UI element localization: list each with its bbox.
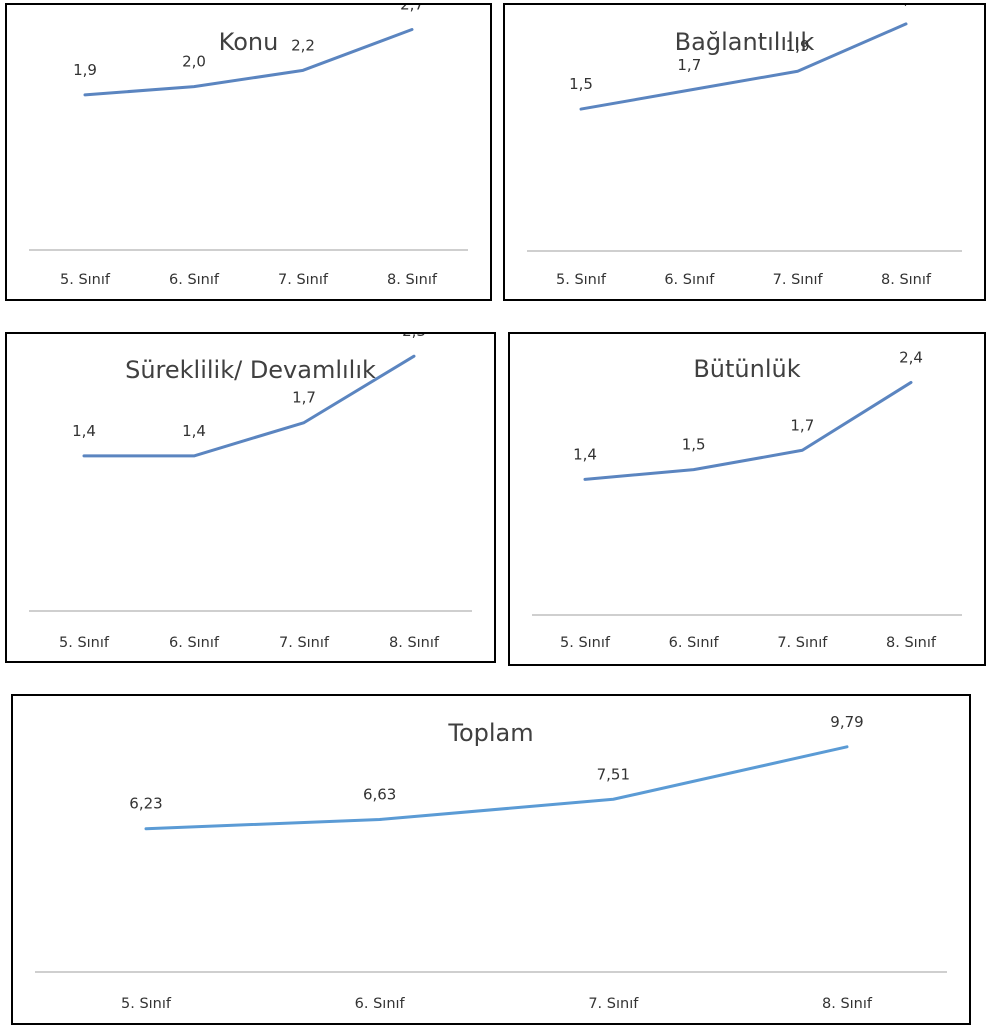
data-point [612,798,614,800]
chart-svg-baglantililik: Bağlantılılık 5. Sınıf 6. Sınıf 7. Sınıf 8. … [527,5,962,288]
x-tick-label: 7. Sınıf [588,996,639,1012]
x-tick-label: 6. Sınıf [169,272,220,288]
chart-title: Konu [219,28,279,56]
x-tick-label: 7. Sınıf [773,272,824,288]
data-label: 6,63 [363,786,396,804]
data-point [193,455,195,457]
data-point [580,108,582,110]
data-point [688,89,690,91]
data-point [797,70,799,72]
x-tick-label: 6. Sınıf [669,635,720,651]
data-point [693,469,695,471]
x-tick-label: 8. Sınıf [886,635,937,651]
data-point [84,94,86,96]
data-label: 2,4 [899,348,923,366]
x-tick-label: 5. Sınıf [60,272,111,288]
data-point [413,355,415,357]
data-point [584,478,586,480]
data-point [801,449,803,451]
data-point [83,455,85,457]
x-tick-label: 6. Sınıf [169,635,220,651]
x-tick-label: 6. Sınıf [355,996,406,1012]
data-point [303,422,305,424]
data-label: 1,5 [569,75,593,93]
data-label: 2,2 [291,36,315,54]
data-point [193,86,195,88]
data-point [302,69,304,71]
data-label: 2,0 [182,53,206,71]
data-point [379,819,381,821]
chart-title: Bağlantılılık [675,28,815,56]
data-label: 1,9 [73,61,97,79]
chart-panel-konu: Konu 5. Sınıf 6. Sınıf 7. Sınıf 8. Sınıf 1,9 2… [5,3,492,301]
chart-svg-konu: Konu 5. Sınıf 6. Sınıf 7. Sınıf 8. Sınıf 1,9 2… [29,5,468,288]
x-tick-label: 5. Sınıf [560,635,611,651]
x-tick-label: 8. Sınıf [389,635,440,651]
data-label: 1,7 [677,56,701,74]
chart-svg-toplam: Toplam 5. Sınıf 6. Sınıf 7. Sınıf 8. Sınıf 6,… [35,713,947,1012]
data-point [846,746,848,748]
data-label: 1,7 [292,389,316,407]
x-tick-label: 8. Sınıf [822,996,873,1012]
chart-panel-toplam: Toplam 5. Sınıf 6. Sınıf 7. Sınıf 8. Sınıf 6,… [11,694,971,1025]
data-label: 1,7 [790,416,814,434]
x-tick-label: 8. Sınıf [387,272,438,288]
series-line [583,380,913,481]
data-label: 9,79 [830,713,863,731]
data-point [910,381,912,383]
chart-panel-butunluk: Bütünlük 5. Sınıf 6. Sınıf 7. Sınıf 8. Sınıf… [508,332,986,666]
data-label: 1,4 [573,445,597,463]
data-label: 6,23 [129,795,162,813]
data-label: 1,5 [682,436,706,454]
x-tick-label: 7. Sınıf [278,272,329,288]
x-tick-label: 5. Sınıf [59,635,110,651]
data-label: 2,3 [402,334,426,340]
series-line [83,28,414,97]
x-tick-label: 5. Sınıf [121,996,172,1012]
x-tick-label: 6. Sınıf [664,272,715,288]
x-tick-label: 7. Sınıf [777,635,828,651]
chart-panel-baglantililik: Bağlantılılık 5. Sınıf 6. Sınıf 7. Sınıf 8. … [503,3,986,301]
data-label: 1,9 [786,37,810,55]
series-line [579,22,908,111]
chart-title: Bütünlük [693,355,800,383]
chart-panel-sureklilik: Süreklilik/ Devamlılık 5. Sınıf 6. Sınıf 7.… [5,332,496,663]
data-label: 2,4 [894,5,918,8]
chart-svg-sureklilik: Süreklilik/ Devamlılık 5. Sınıf 6. Sınıf 7.… [29,334,472,651]
data-point [145,828,147,830]
chart-title: Süreklilik/ Devamlılık [125,356,376,384]
x-tick-label: 5. Sınıf [556,272,607,288]
chart-svg-butunluk: Bütünlük 5. Sınıf 6. Sınıf 7. Sınıf 8. Sınıf… [532,348,962,651]
chart-title: Toplam [447,719,533,747]
data-point [905,23,907,25]
data-label: 1,4 [72,422,96,440]
data-label: 1,4 [182,422,206,440]
data-label: 2,7 [400,5,424,14]
x-tick-label: 8. Sınıf [881,272,932,288]
series-line [144,745,849,831]
data-point [411,29,413,30]
x-tick-label: 7. Sınıf [279,635,330,651]
series-line [82,354,416,458]
data-label: 7,51 [597,765,630,783]
